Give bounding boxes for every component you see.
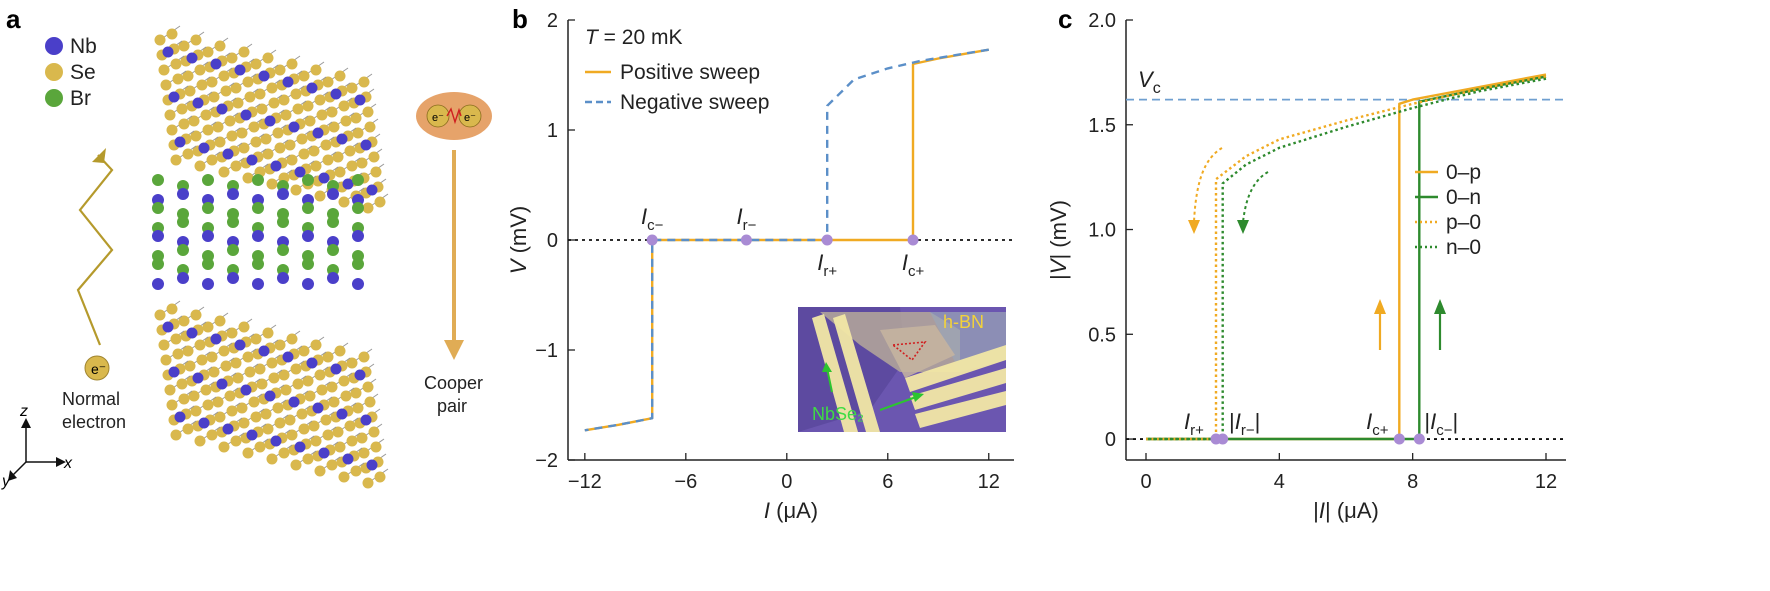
critical-point-marker <box>740 234 752 246</box>
normal-electron-path-icon <box>76 148 114 346</box>
y-tick-label: 2 <box>547 10 558 32</box>
y-tick-label: 0 <box>1105 429 1116 451</box>
iv-chart-c: 0 0.5 1.0 1.5 2.0 0 4 8 12 |I| (μA) |V| (mV) Ir+ |Ir… <box>1046 10 1566 523</box>
legend-0p-label: 0–p <box>1446 161 1481 184</box>
y-tick-label: −1 <box>535 340 558 362</box>
y-tick-label: 1.0 <box>1088 220 1116 242</box>
panel-a: a Nb Se Br e⁻ Normal electron <box>1 4 492 490</box>
vc-label: Vc <box>1138 67 1161 97</box>
critical-point-marker <box>1413 433 1425 445</box>
y-axis-title: V (mV) <box>506 206 531 274</box>
critical-current-label: Ir− <box>736 204 756 234</box>
critical-current-label: Ic+ <box>902 250 925 280</box>
crystal-structure-illustration <box>152 25 389 489</box>
critical-point-marker <box>1217 433 1229 445</box>
series-p-0 <box>1146 75 1547 441</box>
inset-hbn-label: h-BN <box>943 312 984 332</box>
x-tick-label: 0 <box>1140 471 1151 493</box>
critical-current-label: Ic+ <box>1366 409 1389 439</box>
nb-legend-label: Nb <box>70 35 97 58</box>
y-tick-label: 1.5 <box>1088 115 1116 137</box>
critical-current-label: Ic− <box>641 204 664 234</box>
x-tick-label: 6 <box>882 471 893 493</box>
x-tick-label: −12 <box>568 471 602 493</box>
legend-0n-label: 0–n <box>1446 186 1481 209</box>
cooper-label: Cooper <box>424 373 483 393</box>
br-legend-marker <box>45 89 63 107</box>
critical-point-marker <box>1393 433 1405 445</box>
normal-electron-icon: e⁻ <box>84 355 110 381</box>
down-arrow-green-icon <box>1242 171 1269 223</box>
device-micrograph-inset: h-BN NbSe₂ <box>798 307 1006 432</box>
y-tick-label: 2.0 <box>1088 10 1116 32</box>
y-tick-label: 1 <box>547 120 558 142</box>
panel-c: c 0 0.5 1.0 1.5 2.0 0 4 8 12 |I| (μA) |V| (mV) Ir+ |… <box>1046 4 1566 523</box>
cooper-electron-2: e⁻ <box>464 112 476 124</box>
pair-label: pair <box>437 396 467 416</box>
atom-legend: Nb Se Br <box>45 35 97 110</box>
x-tick-label: 4 <box>1274 471 1285 493</box>
x-tick-label: 12 <box>1535 471 1557 493</box>
y-axis-title: |V| (mV) <box>1046 200 1071 280</box>
electron-label: electron <box>62 412 126 432</box>
cooper-pair-arrow-icon <box>444 150 464 360</box>
x-tick-label: 8 <box>1407 471 1418 493</box>
se-legend-marker <box>45 63 63 81</box>
chart-c-legend: 0–p 0–n p–0 n–0 <box>1415 161 1481 259</box>
negative-sweep-legend-label: Negative sweep <box>620 91 769 114</box>
y-tick-label: 0 <box>547 230 558 252</box>
electron-symbol: e⁻ <box>91 361 106 377</box>
critical-point-marker <box>646 234 658 246</box>
panel-a-letter: a <box>6 4 21 34</box>
axis-y-label: y <box>1 473 11 490</box>
y-tick-label: −2 <box>535 450 558 472</box>
x-tick-label: −6 <box>674 471 697 493</box>
cooper-electron-1: e⁻ <box>432 112 444 124</box>
legend-p0-label: p–0 <box>1446 211 1481 234</box>
series-0-n <box>1146 75 1547 441</box>
x-axis-title: |I| (μA) <box>1313 498 1379 523</box>
critical-current-label: |Ic−| <box>1424 409 1458 439</box>
chart-b-legend: T = 20 mK Positive sweep Negative sweep <box>585 26 769 114</box>
down-arrow-orange-icon <box>1193 147 1223 223</box>
x-axis-title: I (μA) <box>764 498 818 523</box>
sweep-direction-arrows <box>1188 147 1446 350</box>
series-negative-sweep <box>584 48 989 432</box>
x-tick-label: 12 <box>978 471 1000 493</box>
se-legend-label: Se <box>70 61 96 84</box>
legend-n0-label: n–0 <box>1446 236 1481 259</box>
inset-nbse2-label: NbSe₂ <box>812 404 864 424</box>
cooper-pair-icon: e⁻ e⁻ <box>416 92 492 140</box>
critical-current-label: Ir+ <box>817 250 837 280</box>
coordinate-axes-icon: z x y <box>1 403 73 490</box>
axis-z-label: z <box>19 403 28 420</box>
series-n-0 <box>1146 77 1547 441</box>
positive-sweep-legend-label: Positive sweep <box>620 61 760 84</box>
nb-legend-marker <box>45 37 63 55</box>
panel-b-letter: b <box>512 4 528 34</box>
br-legend-label: Br <box>70 87 91 110</box>
critical-current-label: |Ir−| <box>1229 409 1260 439</box>
critical-point-marker <box>907 234 919 246</box>
y-tick-label: 0.5 <box>1088 324 1116 346</box>
axis-x-label: x <box>63 455 73 472</box>
critical-current-label: Ir+ <box>1184 409 1204 439</box>
x-tick-label: 0 <box>781 471 792 493</box>
normal-label: Normal <box>62 389 120 409</box>
series-0-p <box>1146 73 1547 441</box>
temperature-label: T = 20 mK <box>585 26 682 49</box>
critical-point-marker <box>821 234 833 246</box>
panel-c-letter: c <box>1058 4 1072 34</box>
